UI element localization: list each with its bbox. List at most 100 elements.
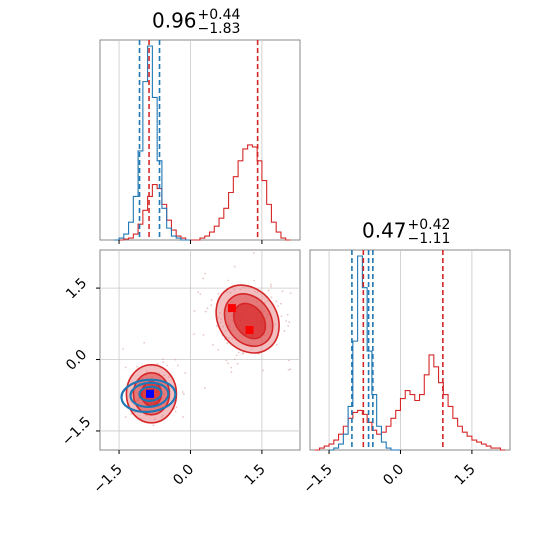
scatter-point-1-56 [227,279,230,282]
scatter-point-0-29 [122,347,125,350]
hist-x0-red-series [114,144,291,241]
scatter-point-1-134 [202,277,205,280]
hist-x1-frame [309,249,511,451]
marker-blue-0 [146,389,154,398]
hist-x0-blue-series [114,45,191,241]
scatter-point-0-62 [143,341,146,344]
scatter-point-0-96 [174,410,177,413]
scatter-point-1-139 [206,307,209,310]
scatter-point-0-106 [176,364,179,367]
histogram-x1-panel [309,249,511,451]
scatter-point-0-130 [130,412,133,415]
title-x1-value: 0.47 [362,218,407,243]
title-x0-plus: +0.44 [197,7,241,23]
title-x0-minus: −1.83 [197,21,241,37]
contour-ll-blue-outer [120,378,177,414]
scatter-point-0-98 [182,416,185,418]
tick-label-br-x-0: −1.5 [301,462,336,497]
scatter-point-1-30 [199,293,202,296]
scatter-point-1-99 [269,283,272,286]
scatter-point-1-91 [227,362,230,365]
scatter-point-1-111 [217,292,220,295]
contour-ll-blue-inner [138,385,163,402]
contour-ur-red-inner [232,302,267,340]
scatter-point-1-95 [277,305,279,307]
scatter-point-1-36 [287,368,290,371]
scatter-point-1-57 [235,354,238,357]
marker-red-1 [245,326,254,334]
scatter-point-0-93 [156,363,159,365]
scatter-point-1-119 [267,289,270,292]
tick-label-bl-x-0: −1.5 [91,462,126,497]
scatter-point-1-73 [182,393,185,395]
scatter-point-1-70 [233,358,236,361]
scatter-point-1-75 [204,272,207,275]
scatter-point-0-26 [181,391,184,393]
scatter-point-1-94 [217,349,220,351]
hist-x0-frame [99,39,301,241]
scatter-point-1-68 [241,352,244,355]
tick-label-bl-x-2: 1.5 [242,462,269,489]
scatter-point-0-5 [152,424,155,427]
scatter-point-1-106 [289,292,292,295]
tick-label-bl-y-2: 1.5 [63,275,90,302]
scatter-point-1-22 [210,304,213,307]
scatter-point-1-104 [236,362,239,365]
tick-label-bl-x-1: 0.0 [170,462,197,489]
scatter-x0-x1-panel [99,249,301,451]
scatter-point-0-104 [162,361,165,364]
scatter-point-1-42 [280,302,282,305]
scatter-point-0-21 [124,366,127,369]
scatter-point-1-66 [288,321,291,324]
scatter-point-1-60 [233,265,236,268]
scatter-point-1-11 [226,342,229,345]
title-x0: 0.96 +0.44 −1.83 [152,8,240,36]
scatter-point-1-80 [253,252,255,255]
scatter-point-1-87 [262,369,264,372]
scatter-point-1-55 [281,290,284,293]
scatter-point-0-79 [184,372,187,374]
scatter-point-1-64 [288,359,290,362]
scatter-point-1-32 [210,299,213,302]
title-x1-plus: +0.42 [407,217,451,233]
scatter-point-1-117 [286,313,289,316]
scatter-point-1-132 [270,296,273,299]
scatter-point-1-15 [280,315,283,318]
scatter-point-1-27 [275,343,278,346]
scatter-point-0-23 [136,365,139,368]
scatter-frame [99,249,301,451]
scatter-point-0-30 [162,358,164,361]
scatter-point-1-61 [287,325,290,327]
scatter-point-1-79 [289,368,292,371]
scatter-point-1-120 [283,330,286,332]
scatter-point-0-129 [175,406,178,409]
scatter-point-1-74 [225,359,228,362]
scatter-point-1-83 [212,344,215,346]
scatter-point-1-23 [215,325,218,327]
title-x0-value: 0.96 [152,8,197,33]
scatter-point-0-0 [203,386,206,389]
scatter-point-1-54 [193,333,195,335]
tick-label-bl-y-0: −1.5 [59,414,94,449]
scatter-point-1-10 [237,351,240,354]
title-x1: 0.47 +0.42 −1.11 [362,218,450,246]
scatter-point-0-86 [124,416,127,418]
marker-red-0 [227,304,236,313]
contour-ll-blue-mid [129,381,170,408]
tick-label-bl-y-1: 0.0 [63,347,90,374]
scatter-point-0-53 [174,358,177,361]
scatter-point-0-34 [166,364,169,367]
scatter-point-1-43 [285,320,288,322]
scatter-point-1-101 [204,310,207,313]
scatter-point-1-116 [230,366,233,369]
tick-label-br-x-2: 1.5 [452,462,479,489]
scatter-point-1-8 [193,310,196,312]
histogram-x0-panel [99,39,301,241]
scatter-point-1-47 [230,371,233,373]
scatter-point-1-19 [253,279,256,282]
hist-x1-blue-series [329,255,401,451]
scatter-point-1-51 [202,334,205,336]
title-x1-minus: −1.11 [407,231,451,247]
tick-label-br-x-1: 0.0 [380,462,407,489]
